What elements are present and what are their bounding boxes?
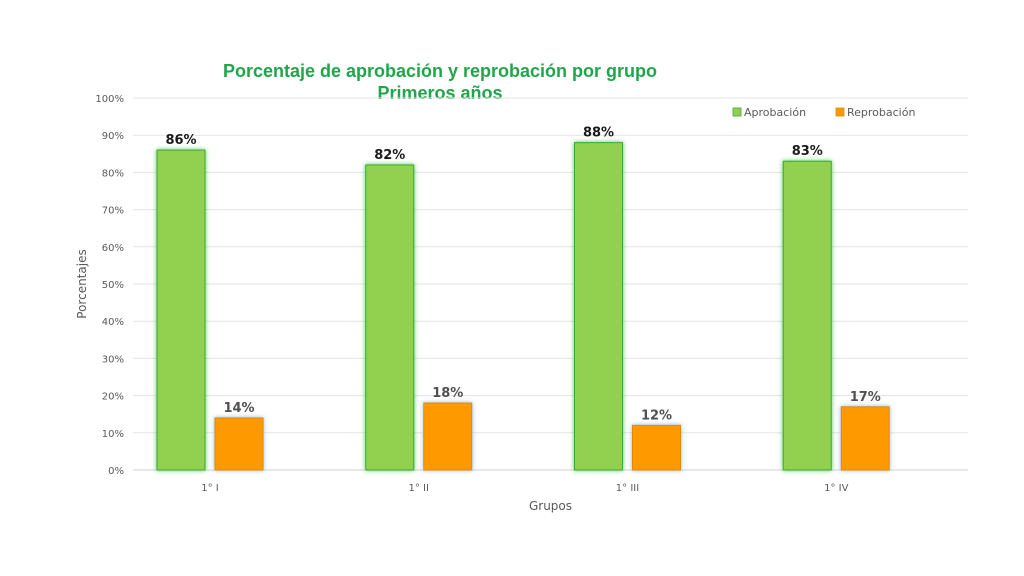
bar <box>156 149 206 471</box>
y-axis-title: Porcentajes <box>75 249 89 318</box>
data-label: 12% <box>641 408 672 423</box>
bar <box>782 160 832 471</box>
x-tick-label: 1° III <box>616 483 639 494</box>
chart-title: Porcentaje de aprobación y reprobación p… <box>222 61 658 81</box>
bar <box>574 142 623 471</box>
y-tick-label: 60% <box>102 243 124 254</box>
data-label: 82% <box>374 148 405 163</box>
legend-swatch <box>835 107 845 117</box>
y-tick-label: 90% <box>102 131 124 142</box>
data-label: 14% <box>223 401 254 416</box>
data-label: 86% <box>165 133 196 148</box>
y-tick-label: 10% <box>102 429 124 440</box>
y-tick-label: 30% <box>102 354 124 365</box>
data-label: 18% <box>432 386 463 401</box>
x-tick-label: 1° IV <box>824 483 848 494</box>
y-tick-label: 80% <box>102 168 124 179</box>
y-tick-label: 0% <box>108 466 124 477</box>
bar <box>840 406 890 471</box>
bar <box>632 424 681 471</box>
bar <box>214 417 264 471</box>
legend-label: Aprobación <box>744 106 806 119</box>
y-tick-label: 70% <box>102 206 124 217</box>
data-label: 83% <box>792 144 823 159</box>
x-axis-title: Grupos <box>529 499 572 513</box>
y-tick-label: 50% <box>102 280 124 291</box>
bar <box>365 164 415 471</box>
x-tick-label: 1° II <box>409 483 429 494</box>
data-label: 17% <box>850 390 881 405</box>
y-tick-label: 100% <box>95 94 124 105</box>
legend-label: Reprobación <box>847 106 915 119</box>
y-tick-label: 20% <box>102 392 124 403</box>
data-label: 88% <box>583 126 614 141</box>
legend-swatch <box>732 107 742 117</box>
bar <box>423 402 473 471</box>
x-tick-label: 1° I <box>201 483 219 494</box>
y-tick-label: 40% <box>102 317 124 328</box>
